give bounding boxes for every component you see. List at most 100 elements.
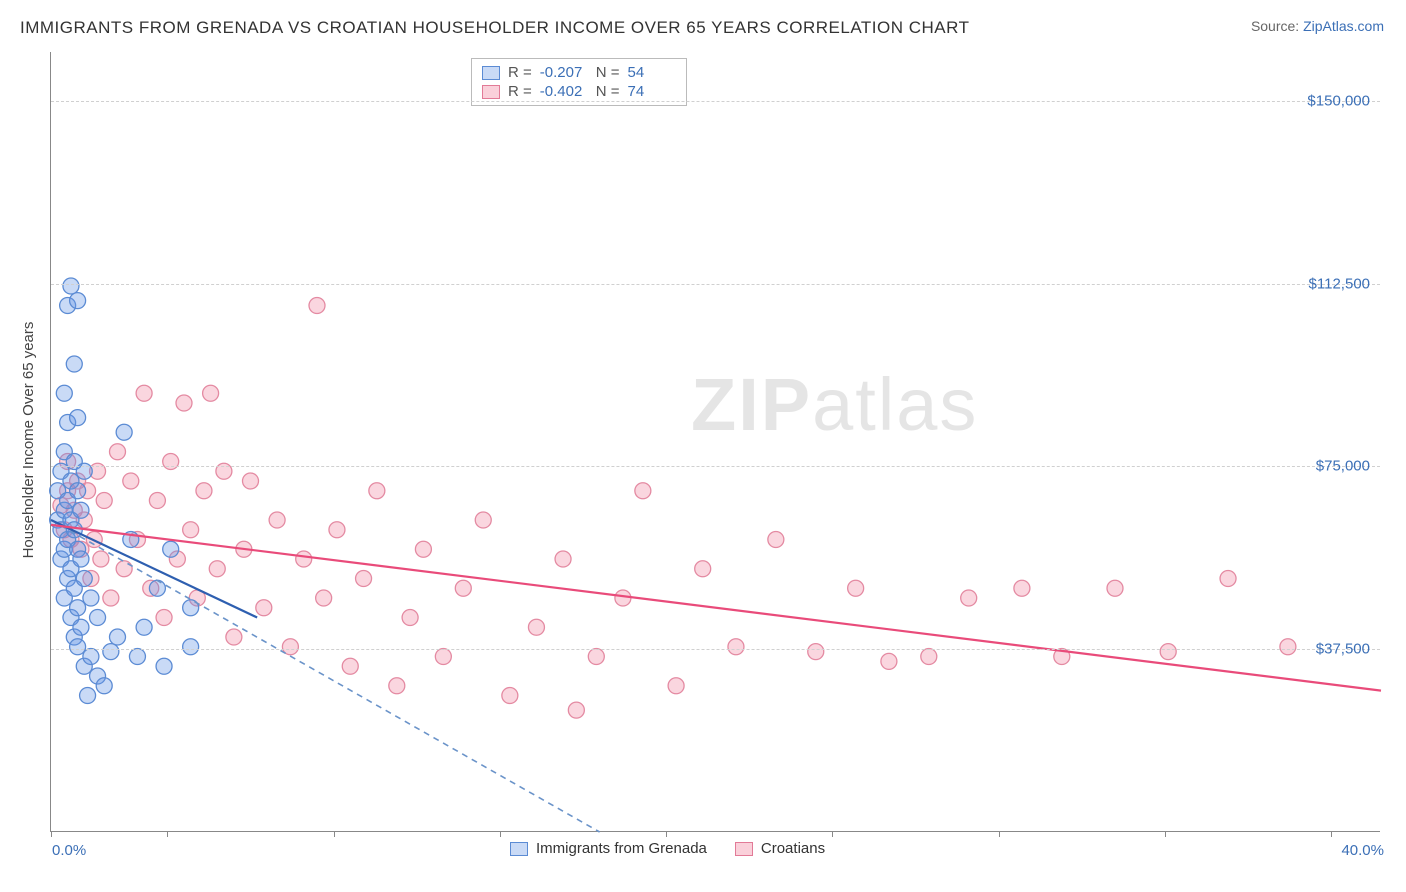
data-point [209,561,225,577]
data-point [66,522,82,538]
data-point [156,610,172,626]
data-point [96,493,112,509]
x-tick [1331,831,1332,837]
data-point [96,678,112,694]
data-point [136,619,152,635]
data-point [1107,580,1123,596]
legend-item-blue: Immigrants from Grenada [510,840,707,857]
data-point [961,590,977,606]
y-axis-title: Householder Income Over 65 years [20,322,37,559]
data-point [73,619,89,635]
x-tick [666,831,667,837]
data-point [728,639,744,655]
x-tick [999,831,1000,837]
data-point [528,619,544,635]
data-point [116,561,132,577]
data-point [316,590,332,606]
data-point [455,580,471,596]
source-attribution: Source: ZipAtlas.com [1251,18,1384,34]
data-point [183,639,199,655]
gridline [51,284,1380,285]
data-point [76,571,92,587]
data-point [668,678,684,694]
data-point [555,551,571,567]
data-point [110,444,126,460]
x-tick [500,831,501,837]
y-tick-label: $112,500 [1309,275,1370,292]
legend-label: Immigrants from Grenada [536,840,707,857]
data-point [110,629,126,645]
data-point [56,385,72,401]
x-tick [1165,831,1166,837]
data-point [63,278,79,294]
plot-area: ZIPatlas R = -0.207 N = 54 R = -0.402 N … [50,52,1380,832]
scatter-plot [51,52,1380,831]
data-point [83,649,99,665]
data-point [103,590,119,606]
data-point [588,649,604,665]
data-point [342,658,358,674]
data-point [921,649,937,665]
source-link[interactable]: ZipAtlas.com [1303,18,1384,34]
data-point [226,629,242,645]
x-tick [167,831,168,837]
legend-item-pink: Croatians [735,840,825,857]
data-point [309,298,325,314]
data-point [149,580,165,596]
data-point [90,610,106,626]
data-point [116,424,132,440]
data-point [66,356,82,372]
y-tick-label: $37,500 [1316,641,1370,658]
data-point [502,688,518,704]
data-point [415,541,431,557]
trend-line [51,520,600,832]
data-point [70,483,86,499]
gridline [51,649,1380,650]
data-point [73,502,89,518]
data-point [156,658,172,674]
source-label: Source: [1251,18,1303,34]
data-point [149,493,165,509]
data-point [615,590,631,606]
data-point [1220,571,1236,587]
data-point [176,395,192,411]
data-point [329,522,345,538]
data-point [369,483,385,499]
data-point [80,688,96,704]
data-point [1280,639,1296,655]
data-point [1160,644,1176,660]
data-point [768,532,784,548]
series-legend: Immigrants from Grenada Croatians [510,840,825,857]
data-point [356,571,372,587]
data-point [103,644,119,660]
data-point [435,649,451,665]
y-tick-label: $150,000 [1307,92,1370,109]
x-tick [334,831,335,837]
data-point [73,551,89,567]
data-point [296,551,312,567]
y-tick-label: $75,000 [1316,458,1370,475]
gridline [51,466,1380,467]
data-point [848,580,864,596]
trend-line [51,525,1381,691]
x-tick [51,831,52,837]
data-point [203,385,219,401]
data-point [881,653,897,669]
data-point [70,600,86,616]
data-point [136,385,152,401]
data-point [389,678,405,694]
data-point [70,293,86,309]
data-point [163,541,179,557]
data-point [475,512,491,528]
data-point [196,483,212,499]
data-point [695,561,711,577]
data-point [568,702,584,718]
legend-label: Croatians [761,840,825,857]
x-max-label: 40.0% [1341,842,1384,859]
x-tick [832,831,833,837]
data-point [256,600,272,616]
swatch-blue [510,842,528,856]
data-point [129,649,145,665]
data-point [93,551,109,567]
data-point [70,410,86,426]
